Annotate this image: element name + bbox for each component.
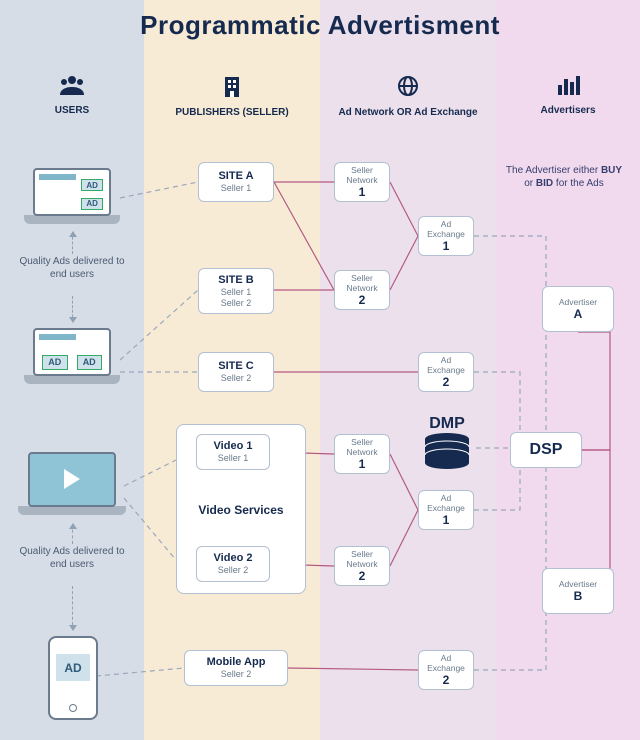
quality-label-1: Quality Ads delivered to end users bbox=[12, 256, 132, 281]
node-dsp: DSP bbox=[510, 432, 582, 468]
device-laptop-1: AD AD bbox=[24, 168, 120, 224]
node-advertiser-b: AdvertiserB bbox=[542, 568, 614, 614]
device-laptop-video bbox=[18, 452, 126, 515]
chart-icon bbox=[496, 75, 640, 101]
header-network: Ad Network OR Ad Exchange bbox=[320, 75, 496, 118]
node-ad-exchange-2a: Ad Exchange2 bbox=[418, 352, 474, 392]
node-ad-exchange-1b: Ad Exchange1 bbox=[418, 490, 474, 530]
diagram-canvas: Programmatic Advertisment USERSPUBLISHER… bbox=[0, 0, 640, 740]
device-laptop-2: AD AD bbox=[24, 328, 120, 384]
node-site-a: SITE ASeller 1 bbox=[198, 162, 274, 202]
node-video-1: Video 1Seller 1 bbox=[196, 434, 270, 470]
node-video-2: Video 2Seller 2 bbox=[196, 546, 270, 582]
node-mobile-app: Mobile AppSeller 2 bbox=[184, 650, 288, 686]
globe-icon bbox=[320, 75, 496, 103]
header-publishers: PUBLISHERS (SELLER) bbox=[144, 75, 320, 118]
node-dmp: DMP bbox=[419, 415, 475, 476]
arrow-down-2 bbox=[72, 586, 73, 630]
advertiser-note: The Advertiser either BUY or BID for the… bbox=[504, 164, 624, 190]
node-site-c: SITE CSeller 2 bbox=[198, 352, 274, 392]
node-ad-exchange-2b: Ad Exchange2 bbox=[418, 650, 474, 690]
node-seller-network-1a: Seller Network1 bbox=[334, 162, 390, 202]
database-icon bbox=[419, 433, 475, 471]
node-ad-exchange-1a: Ad Exchange1 bbox=[418, 216, 474, 256]
header-advertisers: Advertisers bbox=[496, 75, 640, 116]
arrow-up-1 bbox=[72, 232, 73, 254]
node-seller-network-1b: Seller Network1 bbox=[334, 434, 390, 474]
node-site-b: SITE BSeller 1Seller 2 bbox=[198, 268, 274, 314]
header-users: USERS bbox=[0, 75, 144, 116]
users-icon bbox=[0, 75, 144, 101]
arrow-up-2 bbox=[72, 524, 73, 544]
page-title: Programmatic Advertisment bbox=[0, 10, 640, 41]
device-phone: AD bbox=[48, 636, 98, 720]
node-seller-network-2b: Seller Network2 bbox=[334, 546, 390, 586]
video-services-label: Video Services bbox=[177, 503, 305, 517]
node-seller-network-2a: Seller Network2 bbox=[334, 270, 390, 310]
arrow-down-1 bbox=[72, 296, 73, 322]
node-advertiser-a: AdvertiserA bbox=[542, 286, 614, 332]
quality-label-2: Quality Ads delivered to end users bbox=[12, 546, 132, 571]
building-icon bbox=[144, 75, 320, 103]
